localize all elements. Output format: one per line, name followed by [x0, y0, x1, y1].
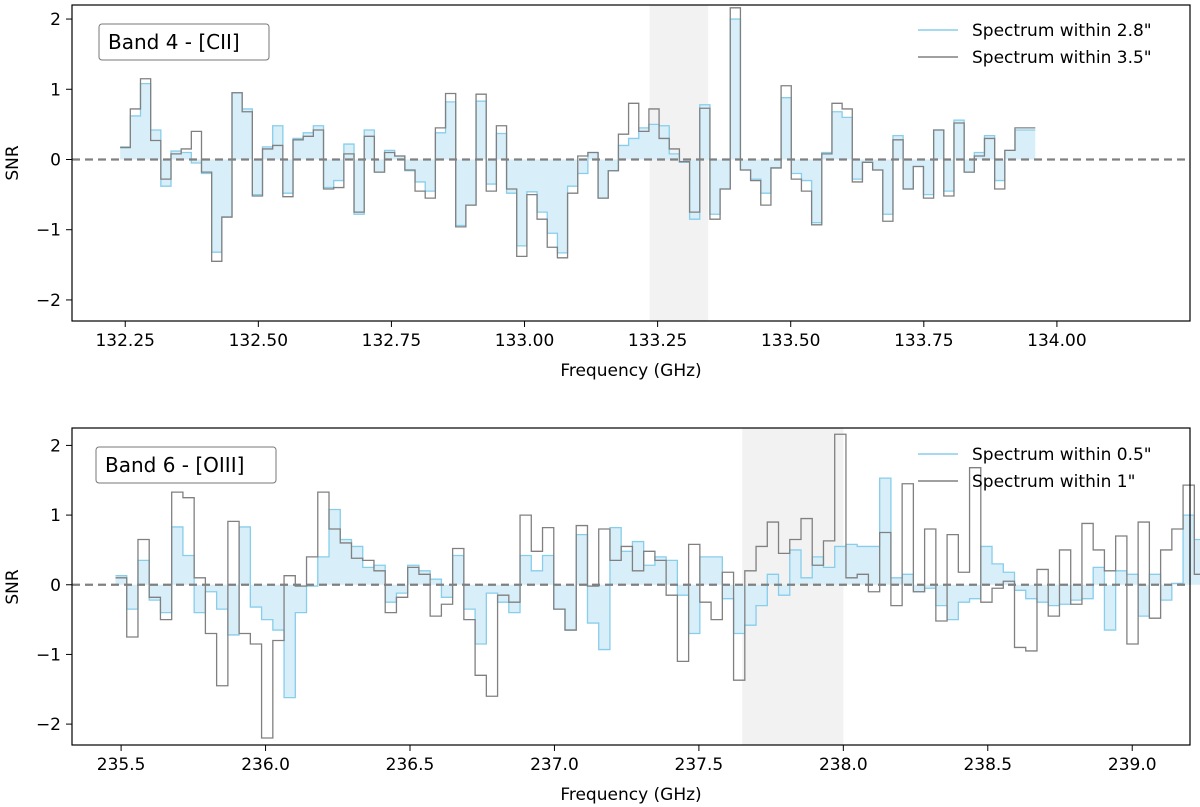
series-line-2 — [120, 7, 1036, 262]
plot-frame — [71, 427, 1191, 746]
panel-band6-oiii: 235.5 236.0 236.5 237.0 237.5 238.0 238.5 239.0… — [3, 427, 1200, 805]
band-label-box: Band 6 - [OIII] — [95, 446, 277, 484]
x-tick-label: 132.25 — [95, 331, 154, 351]
ticks-layer: 235.5 236.0 236.5 237.0 237.5 238.0 238.5 239.0… — [36, 436, 1157, 775]
series-layer — [120, 7, 1036, 262]
x-tick-label: 236.5 — [386, 755, 435, 775]
y-tick-label: −2 — [36, 715, 61, 735]
x-tick-label: 239.0 — [1108, 755, 1157, 775]
band-label-frame — [95, 446, 277, 484]
y-tick-label: −1 — [36, 645, 61, 665]
band-label: Band 6 - [OIII] — [105, 453, 244, 477]
y-tick-label: 1 — [50, 506, 61, 526]
x-tick-label: 237.0 — [530, 755, 579, 775]
legend-label-series-2: Spectrum within 3.5" — [972, 48, 1152, 68]
legend-label-series-2: Spectrum within 1" — [972, 472, 1135, 492]
x-tick-label: 132.50 — [229, 331, 288, 351]
y-tick-label: 0 — [50, 576, 61, 596]
series-layer — [115, 433, 1200, 739]
x-tick-label: 235.5 — [97, 755, 146, 775]
legend-label-series-1: Spectrum within 0.5" — [972, 445, 1152, 465]
x-tick-label: 133.00 — [495, 331, 554, 351]
x-tick-label: 132.75 — [362, 331, 421, 351]
band-label-box: Band 4 - [CII] — [98, 23, 270, 61]
legend-label-series-1: Spectrum within 2.8" — [972, 21, 1152, 41]
y-axis-label: SNR — [3, 569, 23, 605]
y-tick-label: −2 — [36, 291, 61, 311]
legend: Spectrum within 2.8" Spectrum within 3.5… — [918, 21, 1152, 68]
panel-band4-cii: 132.25 132.50 132.75 133.00 133.25 133.50 133.… — [3, 4, 1191, 381]
x-axis-label: Frequency (GHz) — [560, 361, 701, 381]
x-tick-label: 133.75 — [894, 331, 953, 351]
plot-frame — [71, 4, 1191, 322]
y-axis-label: SNR — [3, 145, 23, 181]
legend: Spectrum within 0.5" Spectrum within 1" — [918, 445, 1152, 492]
x-tick-label: 133.25 — [628, 331, 687, 351]
band-label: Band 4 - [CII] — [108, 30, 240, 54]
series-line-2 — [115, 433, 1200, 739]
y-tick-label: 1 — [50, 80, 61, 100]
x-tick-label: 134.00 — [1027, 331, 1086, 351]
x-tick-label: 238.5 — [963, 755, 1012, 775]
x-tick-label: 238.0 — [819, 755, 868, 775]
band-label-frame — [98, 23, 270, 61]
x-tick-label: 237.5 — [675, 755, 724, 775]
x-axis-label: Frequency (GHz) — [560, 785, 701, 805]
y-tick-label: −1 — [36, 221, 61, 241]
y-tick-label: 0 — [50, 150, 61, 170]
x-tick-label: 236.0 — [241, 755, 290, 775]
ticks-layer: 132.25 132.50 132.75 133.00 133.25 133.50 133.… — [36, 10, 1087, 351]
y-tick-label: 2 — [50, 436, 61, 456]
x-tick-label: 133.50 — [761, 331, 820, 351]
y-tick-label: 2 — [50, 10, 61, 30]
